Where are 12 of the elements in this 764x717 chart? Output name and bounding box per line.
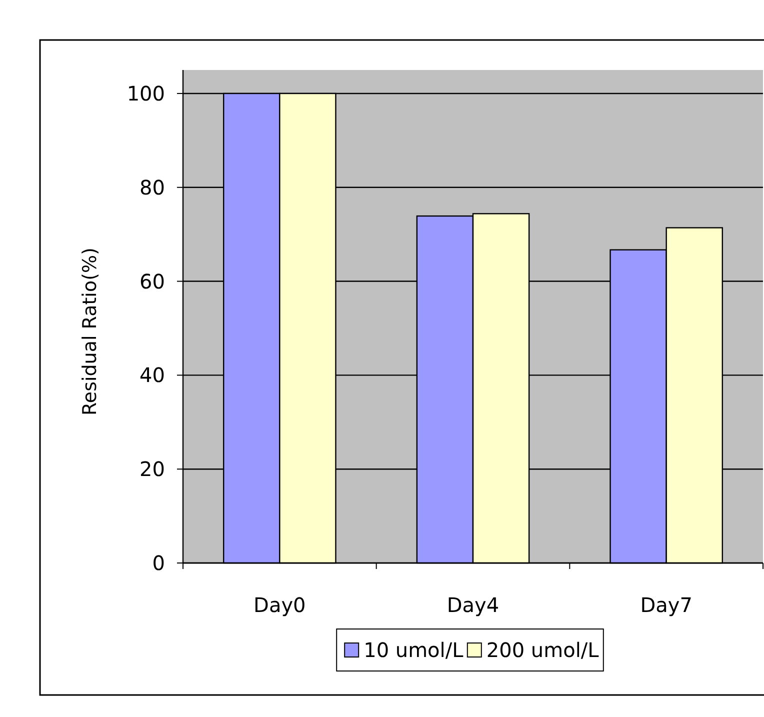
legend-label: 200 umol/L [486, 638, 600, 662]
y-tick-label: 100 [126, 81, 165, 106]
y-tick-label: 60 [140, 269, 165, 294]
y-tick-label: 20 [140, 457, 165, 482]
x-tick-label: Day4 [446, 593, 500, 617]
y-tick-label: 40 [140, 363, 165, 388]
legend-label: 10 umol/L [364, 638, 464, 662]
x-tick-label: Day0 [254, 593, 306, 617]
x-tick-label: Day7 [640, 593, 692, 617]
y-tick-label: 80 [140, 175, 165, 200]
y-axis-title: Residual Ratio(%) [79, 248, 101, 416]
y-tick-label: 0 [152, 551, 165, 575]
